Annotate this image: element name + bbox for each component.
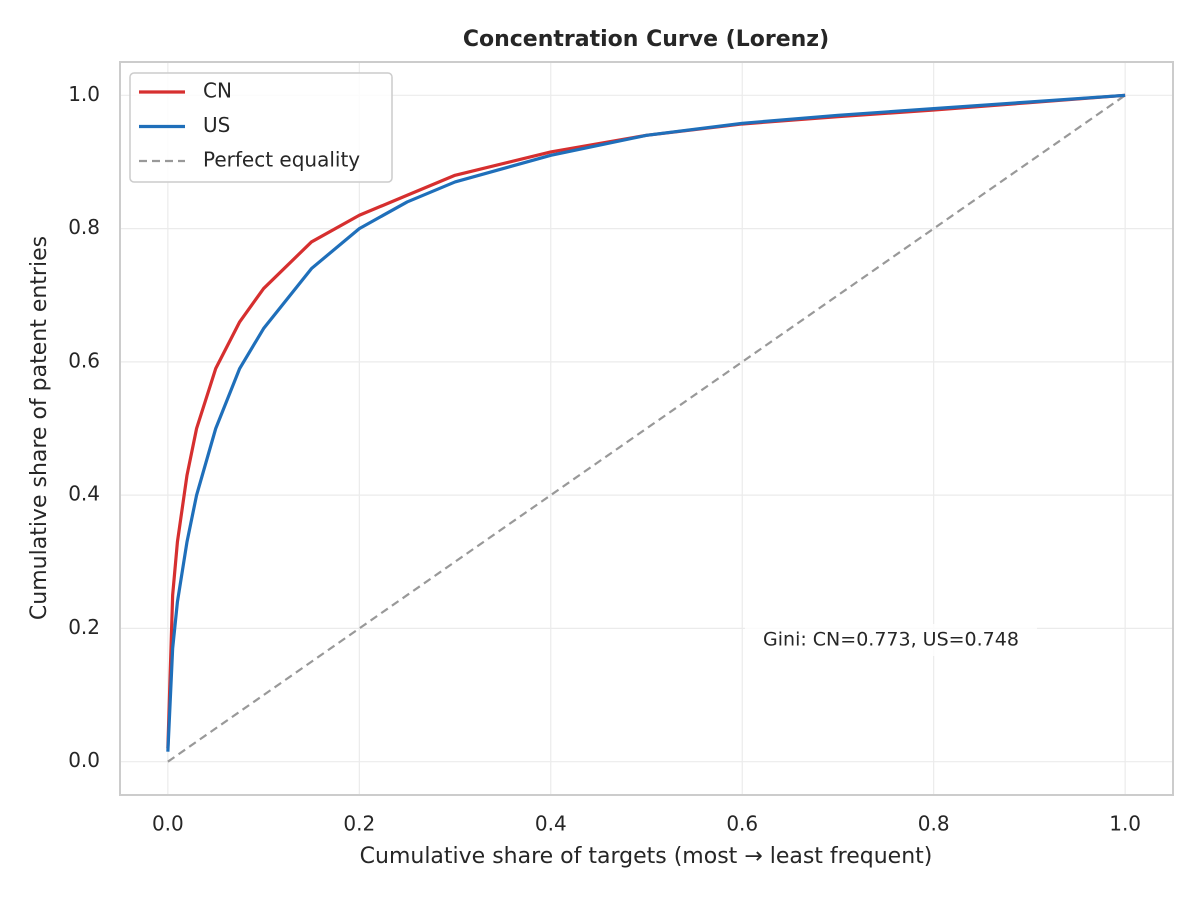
y-tick-label: 0.0 [68,748,100,772]
y-tick-label: 0.8 [68,215,100,239]
x-tick-label: 0.8 [918,812,950,836]
annotation: Gini: CN=0.773, US=0.748 [763,629,1019,651]
x-axis-label: Cumulative share of targets (most → leas… [360,844,933,869]
y-tick-label: 0.2 [68,615,100,639]
x-tick-label: 0.2 [343,812,375,836]
y-tick-label: 1.0 [68,82,100,106]
plot-frame [119,61,1174,796]
y-axis-label: Cumulative share of patent entries [27,236,52,620]
line-series [167,94,1126,763]
legend-label: CN [203,79,232,103]
legend-label: US [203,113,230,137]
line-series [166,93,1126,752]
legend-label: Perfect equality [203,148,360,172]
x-tick-label: 0.4 [535,812,567,836]
x-tick-label: 0.0 [152,812,184,836]
annotation-box [745,624,1037,656]
legend-box [129,72,393,183]
x-tick-label: 0.6 [726,812,758,836]
y-tick-label: 0.6 [68,348,100,372]
x-tick-label: 1.0 [1109,812,1141,836]
y-tick-label: 0.4 [68,482,100,506]
chart-title: Concentration Curve (Lorenz) [463,27,829,52]
